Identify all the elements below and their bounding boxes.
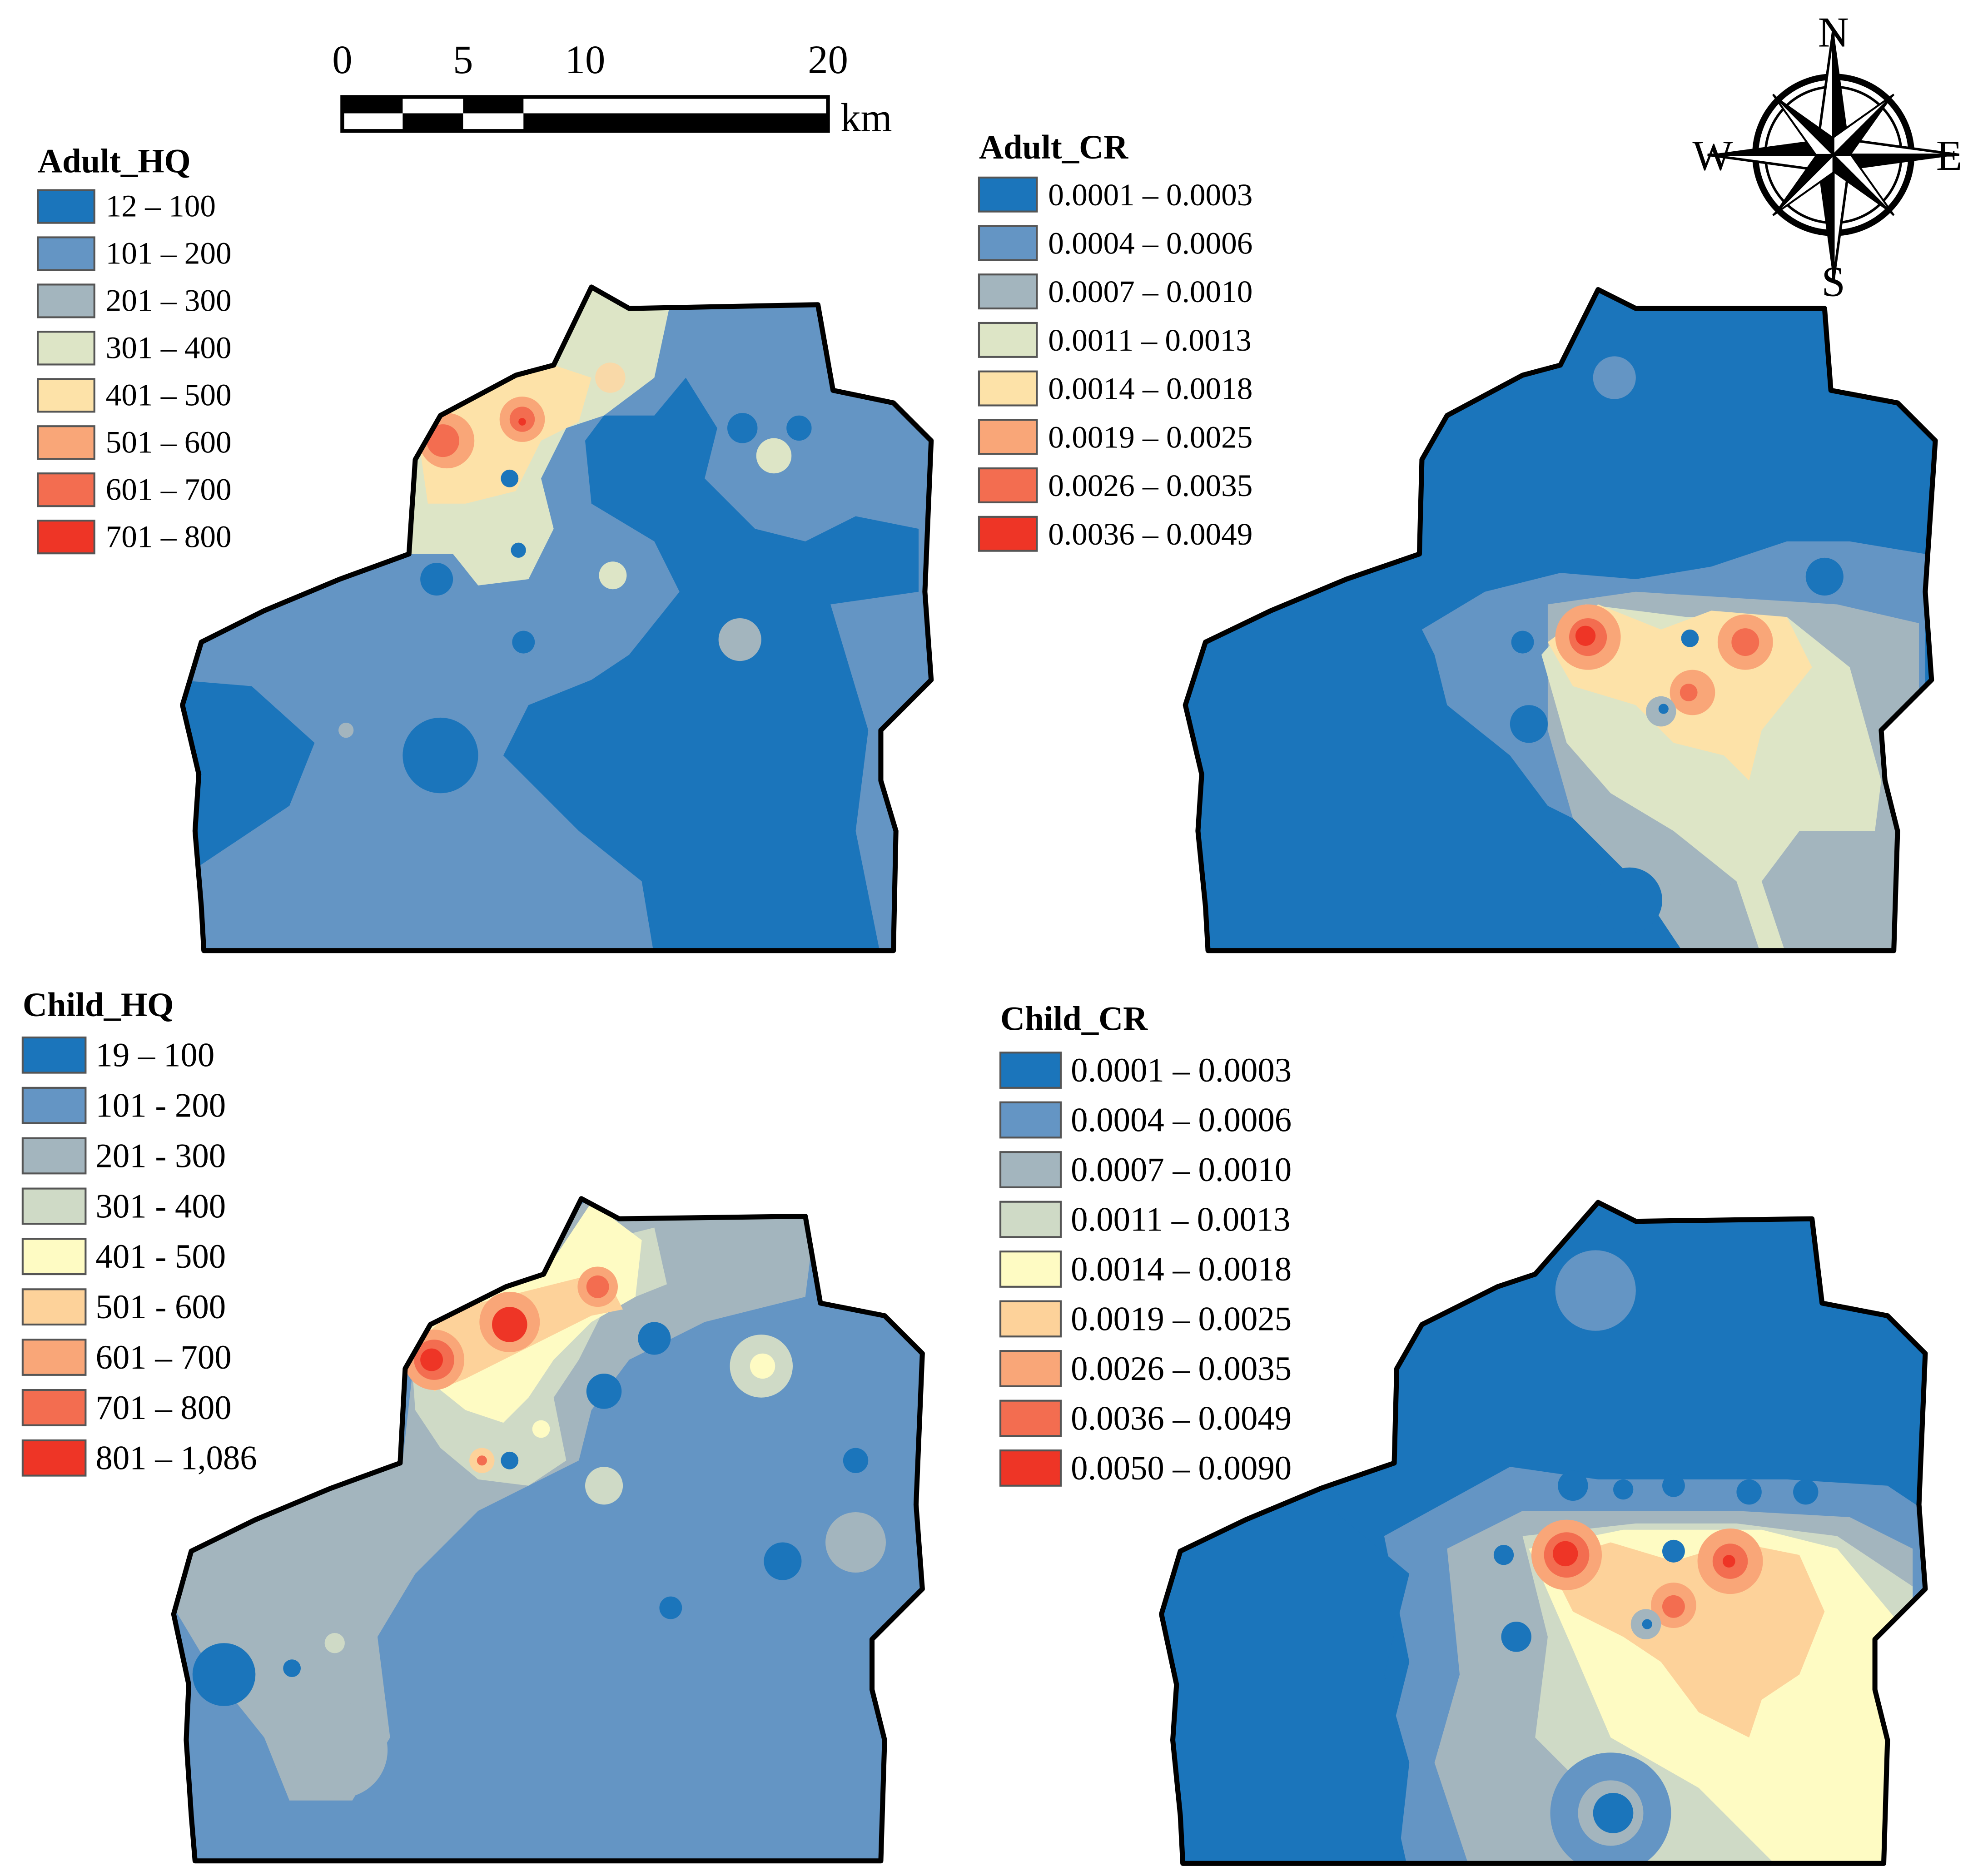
legend-label-adult-hq-3: 201 – 300 bbox=[106, 283, 232, 318]
compass-e: E bbox=[1936, 132, 1963, 179]
legend-swatch-adult-hq-5 bbox=[37, 378, 95, 413]
legend-label-child-hq-6: 501 - 600 bbox=[96, 1288, 226, 1326]
scale-tick-20: 20 bbox=[808, 38, 848, 82]
scale-bar: 0 5 10 20 km bbox=[332, 38, 892, 140]
legend-swatch-adult-hq-6 bbox=[37, 425, 95, 460]
legend-label-child-hq-9: 801 – 1,086 bbox=[96, 1439, 257, 1477]
legend-label-adult-cr-5: 0.0014 – 0.0018 bbox=[1048, 371, 1252, 406]
legend-swatch-adult-cr-6 bbox=[978, 419, 1038, 455]
legend-swatch-child-cr-7 bbox=[999, 1350, 1062, 1387]
legend-label-child-cr-3: 0.0007 – 0.0010 bbox=[1071, 1151, 1292, 1189]
legend-swatch-child-cr-8 bbox=[999, 1400, 1062, 1437]
map-child-hq bbox=[164, 1184, 931, 1870]
compass-n: N bbox=[1818, 9, 1849, 56]
legend-label-child-cr-7: 0.0026 – 0.0035 bbox=[1071, 1350, 1292, 1388]
legend-swatch-child-cr-2 bbox=[999, 1101, 1062, 1139]
scale-tick-10: 10 bbox=[565, 38, 606, 82]
legend-label-child-hq-8: 701 – 800 bbox=[96, 1389, 232, 1427]
legend-title-child-hq: Child_HQ bbox=[23, 986, 174, 1024]
legend-swatch-child-hq-8 bbox=[21, 1389, 87, 1426]
map-adult-cr bbox=[1170, 277, 1950, 957]
legend-swatch-adult-hq-1 bbox=[37, 189, 95, 224]
legend-swatch-adult-cr-2 bbox=[978, 225, 1038, 261]
legend-label-child-cr-2: 0.0004 – 0.0006 bbox=[1071, 1101, 1292, 1139]
legend-label-adult-cr-8: 0.0036 – 0.0049 bbox=[1048, 516, 1252, 551]
legend-label-adult-cr-3: 0.0007 – 0.0010 bbox=[1048, 274, 1252, 309]
legend-label-adult-hq-8: 701 – 800 bbox=[106, 519, 232, 554]
scale-tick-5: 5 bbox=[453, 38, 473, 82]
legend-swatch-child-cr-1 bbox=[999, 1052, 1062, 1089]
legend-label-adult-hq-1: 12 – 100 bbox=[106, 189, 216, 223]
legend-swatch-child-cr-3 bbox=[999, 1151, 1062, 1188]
legend-child-cr: Child_CR 0.0001 – 0.0003 0.0004 – 0.0006 0… bbox=[999, 1000, 1292, 1487]
compass-s: S bbox=[1822, 258, 1845, 305]
legend-swatch-adult-hq-7 bbox=[37, 472, 95, 507]
legend-label-child-cr-5: 0.0014 – 0.0018 bbox=[1071, 1251, 1292, 1288]
legend-swatch-child-hq-1 bbox=[21, 1036, 87, 1074]
map-child-cr bbox=[1151, 1190, 1938, 1876]
legend-label-adult-hq-6: 501 – 600 bbox=[106, 424, 232, 459]
legend-swatch-child-hq-9 bbox=[21, 1439, 87, 1477]
legend-label-child-hq-2: 101 - 200 bbox=[96, 1087, 226, 1125]
legend-label-child-cr-4: 0.0011 – 0.0013 bbox=[1071, 1201, 1290, 1238]
legend-label-adult-cr-2: 0.0004 – 0.0006 bbox=[1048, 225, 1252, 260]
legend-swatch-adult-hq-8 bbox=[37, 520, 95, 555]
legend-label-child-hq-3: 201 - 300 bbox=[96, 1137, 226, 1175]
legend-swatch-child-cr-9 bbox=[999, 1449, 1062, 1487]
legend-adult-cr: Adult_CR 0.0001 – 0.0003 0.0004 – 0.0006 0… bbox=[978, 129, 1252, 552]
legend-label-child-hq-5: 401 - 500 bbox=[96, 1238, 226, 1275]
legend-title-adult-cr: Adult_CR bbox=[979, 129, 1128, 166]
scale-tick-0: 0 bbox=[332, 38, 352, 82]
legend-swatch-child-cr-5 bbox=[999, 1251, 1062, 1288]
legend-swatch-child-hq-7 bbox=[21, 1339, 87, 1376]
legend-swatch-adult-cr-4 bbox=[978, 322, 1038, 358]
legend-label-child-hq-7: 601 – 700 bbox=[96, 1339, 232, 1376]
legend-swatch-adult-cr-8 bbox=[978, 516, 1038, 552]
legend-label-adult-cr-1: 0.0001 – 0.0003 bbox=[1048, 177, 1252, 212]
legend-label-child-cr-1: 0.0001 – 0.0003 bbox=[1071, 1052, 1292, 1089]
legend-label-child-cr-8: 0.0036 – 0.0049 bbox=[1071, 1400, 1292, 1437]
legend-label-child-cr-9: 0.0050 – 0.0090 bbox=[1071, 1449, 1292, 1487]
legend-label-child-hq-4: 301 - 400 bbox=[96, 1187, 226, 1225]
legend-label-adult-hq-7: 601 – 700 bbox=[106, 471, 232, 506]
legend-label-adult-hq-5: 401 – 500 bbox=[106, 377, 232, 412]
legend-swatch-adult-cr-7 bbox=[978, 467, 1038, 504]
legend-swatch-child-hq-6 bbox=[21, 1288, 87, 1326]
compass-rose-icon: N S E W bbox=[1692, 9, 1962, 306]
legend-swatch-child-hq-2 bbox=[21, 1087, 87, 1124]
legend-swatch-adult-hq-3 bbox=[37, 283, 95, 318]
legend-swatch-child-cr-4 bbox=[999, 1201, 1062, 1238]
legend-label-adult-cr-6: 0.0019 – 0.0025 bbox=[1048, 419, 1252, 454]
legend-swatch-adult-cr-3 bbox=[978, 273, 1038, 310]
legend-swatch-adult-cr-1 bbox=[978, 176, 1038, 213]
legend-label-adult-cr-4: 0.0011 – 0.0013 bbox=[1048, 323, 1251, 357]
legend-swatch-adult-cr-5 bbox=[978, 370, 1038, 407]
legend-swatch-child-hq-5 bbox=[21, 1238, 87, 1275]
legend-label-child-cr-6: 0.0019 – 0.0025 bbox=[1071, 1300, 1292, 1338]
legend-swatch-child-cr-6 bbox=[999, 1300, 1062, 1338]
legend-swatch-child-hq-3 bbox=[21, 1137, 87, 1175]
legend-label-child-hq-1: 19 – 100 bbox=[96, 1037, 215, 1074]
compass-w: W bbox=[1692, 132, 1733, 179]
legend-title-child-cr: Child_CR bbox=[1000, 1000, 1148, 1037]
legend-label-adult-cr-7: 0.0026 – 0.0035 bbox=[1048, 468, 1252, 503]
legend-swatch-child-hq-4 bbox=[21, 1187, 87, 1225]
legend-label-adult-hq-2: 101 – 200 bbox=[106, 236, 232, 271]
scale-unit: km bbox=[840, 95, 892, 140]
legend-swatch-adult-hq-2 bbox=[37, 236, 95, 271]
legend-child-hq: Child_HQ 19 – 100 101 - 200 201 - 300 301 -… bbox=[21, 986, 257, 1477]
legend-swatch-adult-hq-4 bbox=[37, 331, 95, 366]
map-adult-hq bbox=[176, 277, 944, 957]
legend-label-adult-hq-4: 301 – 400 bbox=[106, 330, 232, 365]
legend-adult-hq: Adult_HQ 12 – 100 101 – 200 201 – 300 301 –… bbox=[37, 143, 232, 555]
legend-title-adult-hq: Adult_HQ bbox=[38, 143, 191, 180]
